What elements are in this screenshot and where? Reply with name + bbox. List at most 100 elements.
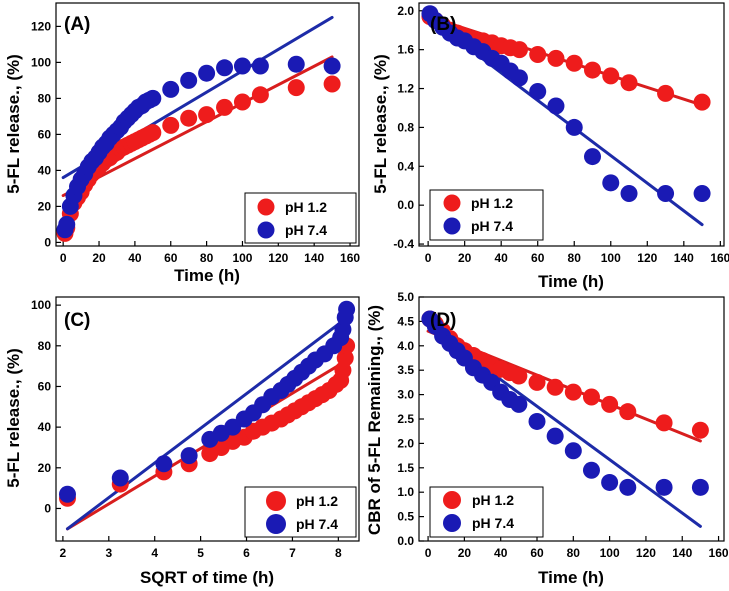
y-tick-label: 1.6 [397, 43, 414, 57]
x-tick-label: 100 [232, 251, 252, 265]
point-ph-7-4 [180, 71, 198, 89]
x-tick-label: 60 [164, 251, 178, 265]
point-ph-1-2 [529, 46, 547, 64]
y-tick-label: 2.0 [397, 4, 414, 18]
point-ph-1-2 [287, 79, 305, 97]
x-tick-label: 8 [335, 546, 342, 560]
y-tick-label: 60 [38, 127, 52, 141]
y-tick-label: 0.4 [397, 159, 414, 173]
y-tick-label: 4.5 [397, 314, 414, 328]
y-tick-label: 3.5 [397, 363, 414, 377]
legend-marker-ph-1-2 [257, 198, 275, 216]
point-ph-7-4 [198, 64, 216, 82]
fit-line-ph-1-2 [61, 55, 334, 198]
x-tick-label: 100 [601, 251, 621, 265]
x-tick-label: 20 [458, 546, 472, 560]
point-ph-1-2 [547, 49, 565, 67]
legend-label-ph-1-2: pH 1.2 [472, 492, 514, 508]
panel-b: 0 20 40 60 80 100 120 140 160 -0.4 0.0 0.4 0.8 1.2 1.6… [371, 2, 729, 291]
point-ph-7-4 [58, 485, 76, 503]
x-axis-title: SQRT of time (h) [140, 568, 274, 587]
x-tick-label: 120 [636, 546, 656, 560]
x-tick-label: 4 [151, 546, 158, 560]
point-ph-7-4 [155, 455, 173, 473]
legend-label-ph-7-4: pH 7.4 [296, 516, 338, 532]
y-tick-label: 0.0 [397, 198, 414, 212]
y-tick-label: 1.2 [397, 82, 414, 96]
data-points [56, 55, 341, 242]
y-axis-title: 5-FL release., (%) [371, 54, 390, 194]
y-tick-label: 80 [38, 339, 52, 353]
panel-label: (D) [430, 310, 456, 331]
y-tick-label: 40 [38, 163, 52, 177]
point-ph-1-2 [251, 86, 269, 104]
y-axis-title: 5-FL release., (%) [4, 348, 23, 488]
point-ph-7-4 [338, 300, 356, 318]
point-ph-7-4 [111, 469, 129, 487]
legend-label-ph-7-4: pH 7.4 [285, 222, 327, 238]
point-ph-7-4 [582, 461, 600, 479]
x-tick-label: 160 [340, 251, 360, 265]
point-ph-7-4 [528, 412, 546, 430]
point-ph-7-4 [655, 478, 673, 496]
legend-marker-ph-7-4 [443, 217, 461, 235]
point-ph-1-2 [582, 388, 600, 406]
x-tick-label: 40 [128, 251, 142, 265]
point-ph-1-2 [564, 383, 582, 401]
point-ph-7-4 [323, 57, 341, 75]
legend-marker-ph-1-2 [443, 194, 461, 212]
legend-marker-ph-1-2 [443, 491, 461, 509]
point-ph-7-4 [691, 478, 709, 496]
y-tick-label: 100 [31, 55, 51, 69]
legend-label-ph-1-2: pH 1.2 [285, 199, 327, 215]
x-tick-label: 140 [304, 251, 324, 265]
panel-label: (C) [64, 310, 90, 331]
point-ph-7-4 [564, 442, 582, 460]
legend: pH 1.2 pH 7.4 [244, 192, 357, 244]
legend: pH 1.2 pH 7.4 [429, 486, 544, 538]
point-ph-1-2 [216, 98, 234, 116]
point-ph-7-4 [584, 148, 602, 166]
axis-ticks: 0 20 40 60 80 100 120 140 160 0.0 0.5 1.0 1.5 2.0 2.5 3… [397, 290, 729, 560]
point-ph-7-4 [657, 185, 675, 203]
point-ph-1-2 [510, 367, 528, 385]
point-ph-7-4 [251, 57, 269, 75]
y-tick-label: 0.5 [397, 510, 414, 524]
point-ph-7-4 [233, 57, 251, 75]
point-ph-7-4 [144, 89, 162, 107]
x-tick-label: 160 [709, 546, 729, 560]
x-tick-label: 160 [710, 251, 729, 265]
y-axis-title: 5-FL release., (%) [4, 54, 23, 194]
y-tick-label: 20 [38, 199, 52, 213]
point-ph-1-2 [619, 403, 637, 421]
point-ph-7-4 [620, 185, 638, 203]
y-tick-label: 0.8 [397, 120, 414, 134]
y-tick-label: 20 [38, 461, 52, 475]
point-ph-7-4 [547, 97, 565, 115]
point-ph-7-4 [546, 427, 564, 445]
point-ph-1-2 [657, 84, 675, 102]
y-tick-label: 60 [38, 379, 52, 393]
y-tick-label: 100 [31, 298, 51, 312]
point-ph-7-4 [510, 69, 528, 87]
y-tick-label: 120 [31, 19, 51, 33]
y-tick-label: 4.0 [397, 339, 414, 353]
x-tick-label: 80 [567, 546, 581, 560]
point-ph-1-2 [144, 124, 162, 142]
y-tick-label: 1.5 [397, 461, 414, 475]
legend-label-ph-1-2: pH 1.2 [471, 195, 513, 211]
point-ph-7-4 [162, 80, 180, 98]
x-axis-title: Time (h) [538, 568, 604, 587]
point-ph-1-2 [198, 106, 216, 124]
x-tick-label: 60 [531, 251, 545, 265]
y-tick-label: -0.4 [393, 237, 414, 251]
x-tick-label: 40 [495, 251, 509, 265]
x-tick-label: 20 [92, 251, 106, 265]
panel-label: (A) [64, 14, 90, 35]
point-ph-7-4 [565, 118, 583, 136]
axis-ticks: 0 20 40 60 80 100 120 140 160 0 20 40 60 80 100 120 [31, 19, 360, 265]
point-ph-1-2 [162, 116, 180, 134]
